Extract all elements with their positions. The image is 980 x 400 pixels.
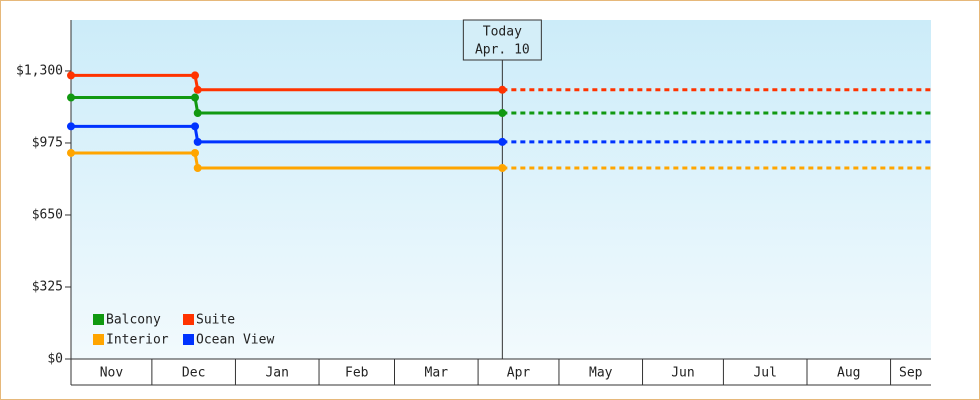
- series-line: [71, 151, 503, 170]
- x-tick-label: Dec: [182, 366, 205, 381]
- x-tick-label: Mar: [425, 366, 449, 381]
- point: [193, 109, 202, 118]
- legend-swatch: [93, 334, 104, 345]
- point: [498, 164, 507, 173]
- point: [191, 93, 200, 102]
- x-tick-label: Nov: [100, 366, 124, 381]
- x-tick-label: Feb: [345, 366, 369, 381]
- legend-label: Suite: [196, 313, 235, 328]
- series-line: [71, 96, 503, 115]
- point: [67, 71, 75, 80]
- x-tick-label: Jan: [265, 366, 288, 381]
- legend-label: Interior: [106, 333, 169, 348]
- series-line: [71, 124, 503, 144]
- point: [498, 109, 507, 118]
- point: [67, 93, 75, 102]
- today-label: Apr. 10: [475, 43, 530, 58]
- point: [67, 148, 75, 157]
- point: [498, 85, 507, 94]
- point: [67, 122, 75, 131]
- y-tick-label: $650: [32, 207, 63, 222]
- x-tick-label: May: [589, 366, 613, 381]
- point: [191, 71, 200, 80]
- legend-swatch: [183, 334, 194, 345]
- x-tick-label: Aug: [837, 366, 860, 381]
- y-tick-label: $0: [47, 352, 63, 367]
- point: [193, 137, 202, 146]
- point: [193, 164, 202, 173]
- legend-swatch: [93, 314, 104, 325]
- legend-label: Balcony: [106, 313, 161, 328]
- plot-area: [71, 20, 931, 359]
- point: [191, 122, 200, 131]
- y-tick-label: $975: [32, 135, 63, 150]
- x-tick-label: Apr: [507, 366, 531, 381]
- legend-swatch: [183, 314, 194, 325]
- x-tick-label: Sep: [899, 366, 923, 381]
- legend-label: Ocean View: [196, 333, 274, 348]
- x-tick-label: Jul: [753, 366, 776, 381]
- point: [191, 148, 200, 157]
- y-tick-label: $325: [32, 279, 63, 294]
- today-label: Today: [483, 25, 522, 40]
- point: [498, 137, 507, 146]
- today-box: [462, 19, 542, 61]
- point: [193, 85, 202, 94]
- series-line: [71, 73, 503, 92]
- y-tick-label: $1,300: [16, 63, 63, 78]
- x-tick-label: Jun: [671, 366, 694, 381]
